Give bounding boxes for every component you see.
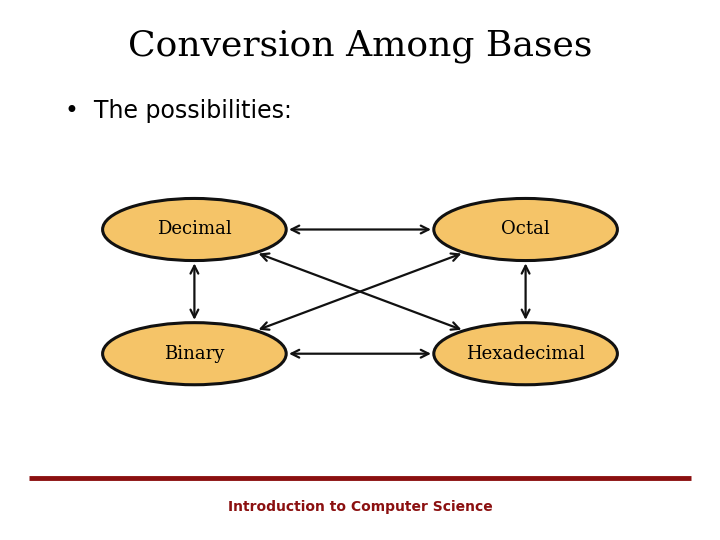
Ellipse shape bbox=[433, 198, 618, 261]
Text: Octal: Octal bbox=[501, 220, 550, 239]
Ellipse shape bbox=[433, 322, 618, 384]
Ellipse shape bbox=[103, 322, 287, 384]
Text: Hexadecimal: Hexadecimal bbox=[466, 345, 585, 363]
Ellipse shape bbox=[103, 198, 287, 261]
Text: Binary: Binary bbox=[164, 345, 225, 363]
Text: Decimal: Decimal bbox=[157, 220, 232, 239]
Text: Conversion Among Bases: Conversion Among Bases bbox=[128, 29, 592, 63]
Text: •  The possibilities:: • The possibilities: bbox=[65, 99, 292, 123]
Text: Introduction to Computer Science: Introduction to Computer Science bbox=[228, 500, 492, 514]
